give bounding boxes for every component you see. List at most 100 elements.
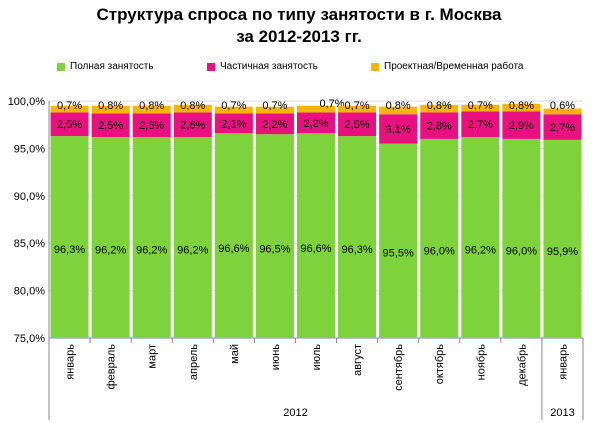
data-label: 2,8% (427, 121, 452, 133)
bar-segment (173, 137, 212, 338)
data-label: 0,7% (468, 100, 493, 112)
bar-segment (91, 137, 130, 338)
x-category-label: январь (557, 344, 569, 380)
bar-segment (420, 104, 459, 113)
bar-segment (50, 112, 89, 137)
data-label: 2,2% (262, 119, 287, 131)
x-category-label: июнь (270, 344, 282, 370)
bar-segment (297, 105, 335, 113)
bar-segment (461, 111, 500, 138)
data-label: 96,2% (95, 245, 126, 257)
data-label: 2,6% (180, 120, 205, 132)
y-tick-label: 85,0% (14, 238, 45, 250)
data-label: 95,9% (547, 246, 578, 258)
data-label: 2,7% (550, 122, 575, 134)
bar-segment (214, 133, 253, 338)
data-label: 0,7% (345, 100, 370, 112)
bar-segment (461, 137, 500, 338)
data-label: 2,1% (221, 118, 246, 130)
bar-segment (91, 105, 130, 114)
x-category-label: декабрь (516, 344, 528, 386)
bar-segment (338, 112, 377, 137)
legend-swatch-full-employment (57, 62, 65, 71)
data-label: 0,8% (509, 100, 534, 112)
legend-label-part-time: Частичная занятость (220, 61, 318, 72)
data-label: 2,5% (345, 119, 370, 131)
legend-label-full-employment: Полная занятость (70, 61, 154, 72)
bar-segment (379, 106, 418, 115)
bar-segment (132, 137, 171, 338)
data-label: 0,7% (262, 100, 287, 112)
data-label: 0,8% (139, 100, 164, 112)
bar-segment (255, 134, 294, 338)
chart-legend: Полная занятость Частичная занятость Про… (0, 61, 598, 75)
bar-segment (297, 112, 335, 134)
data-label: 96,0% (506, 245, 537, 257)
bar-segment (379, 114, 418, 144)
x-category-label: март (147, 344, 159, 369)
data-label: 2,5% (139, 120, 164, 132)
bar-segment (420, 138, 459, 338)
bar-segment (214, 113, 253, 134)
bar-segment (338, 136, 377, 338)
legend-item-project-temporary: Проектная/Временная работа (371, 61, 523, 72)
data-label: 0,8% (180, 100, 205, 112)
x-category-label: август (352, 344, 364, 376)
x-category-label: июль (311, 344, 323, 371)
legend-item-full-employment: Полная занятость (57, 61, 154, 72)
data-label: 2,5% (98, 120, 123, 132)
x-category-label: февраль (106, 344, 118, 390)
bar-segment (132, 105, 171, 114)
data-label: 2,7% (468, 119, 493, 131)
y-tick-label: 90,0% (14, 191, 45, 203)
bar-segment (173, 104, 212, 113)
bar-segment (420, 112, 459, 139)
bar-segment (502, 103, 541, 112)
x-category-label: октябрь (434, 344, 446, 384)
x-category-label: ноябрь (475, 344, 487, 381)
bar-segment (461, 104, 500, 112)
bar-segment (91, 113, 130, 138)
bar-segment (255, 113, 294, 135)
data-label: 0,7% (57, 100, 82, 112)
y-tick-label: 100,0% (8, 96, 46, 108)
data-label: 0,8% (98, 100, 123, 112)
data-label: 96,2% (177, 245, 208, 257)
data-label: 0,8% (386, 100, 411, 112)
data-label: 96,5% (259, 243, 290, 255)
data-label: 0,8% (427, 100, 452, 112)
y-tick-label: 75,0% (14, 333, 45, 345)
x-category-label: май (229, 344, 241, 364)
bar-segment (543, 139, 582, 338)
data-label: 96,6% (218, 243, 249, 255)
data-label: 96,2% (136, 245, 167, 257)
bar-segment (543, 108, 582, 115)
legend-swatch-part-time (207, 62, 215, 71)
data-label: 2,5% (57, 119, 82, 131)
bar-segment (379, 143, 418, 338)
data-label: 95,5% (383, 247, 414, 259)
data-label: 96,0% (424, 245, 455, 257)
bar-segment (502, 138, 541, 338)
bar-segment (214, 106, 253, 114)
bar-segment (132, 113, 171, 138)
legend-label-project-temporary: Проектная/Временная работа (384, 61, 524, 72)
chart-title-line-1: Структура спроса по типу занятости в г. … (96, 5, 502, 24)
data-label: 96,6% (300, 243, 331, 255)
chart-title: Структура спроса по типу занятости в г. … (0, 4, 598, 48)
bar-segment (50, 105, 89, 113)
data-label: 96,3% (54, 244, 85, 256)
x-category-label: январь (65, 344, 77, 380)
bar-segment (338, 105, 377, 113)
legend-item-part-time: Частичная занятость (207, 61, 318, 72)
data-label: 2,2% (303, 118, 328, 130)
x-category-label: апрель (188, 344, 200, 380)
x-group-label: 2012 (283, 407, 307, 419)
bar-segment (255, 106, 294, 114)
legend-swatch-project-temporary (371, 62, 379, 71)
bar-segment (50, 136, 89, 338)
data-label: 2,9% (509, 120, 534, 132)
data-label: 96,3% (341, 244, 372, 256)
y-tick-label: 95,0% (14, 143, 45, 155)
